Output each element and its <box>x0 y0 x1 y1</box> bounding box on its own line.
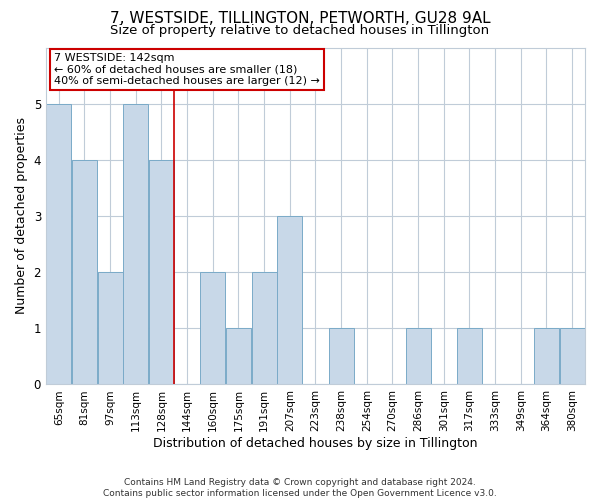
Text: 7 WESTSIDE: 142sqm
← 60% of detached houses are smaller (18)
40% of semi-detache: 7 WESTSIDE: 142sqm ← 60% of detached hou… <box>54 52 320 86</box>
Bar <box>46 104 71 384</box>
Text: Contains HM Land Registry data © Crown copyright and database right 2024.
Contai: Contains HM Land Registry data © Crown c… <box>103 478 497 498</box>
Bar <box>149 160 174 384</box>
Bar <box>98 272 122 384</box>
Bar <box>200 272 225 384</box>
Bar <box>124 104 148 384</box>
Bar <box>560 328 584 384</box>
Text: 7, WESTSIDE, TILLINGTON, PETWORTH, GU28 9AL: 7, WESTSIDE, TILLINGTON, PETWORTH, GU28 … <box>110 11 490 26</box>
Bar <box>72 160 97 384</box>
X-axis label: Distribution of detached houses by size in Tillington: Distribution of detached houses by size … <box>153 437 478 450</box>
Bar <box>457 328 482 384</box>
Bar <box>251 272 277 384</box>
Y-axis label: Number of detached properties: Number of detached properties <box>15 118 28 314</box>
Bar <box>534 328 559 384</box>
Bar <box>277 216 302 384</box>
Text: Size of property relative to detached houses in Tillington: Size of property relative to detached ho… <box>110 24 490 37</box>
Bar <box>226 328 251 384</box>
Bar <box>406 328 431 384</box>
Bar <box>329 328 353 384</box>
